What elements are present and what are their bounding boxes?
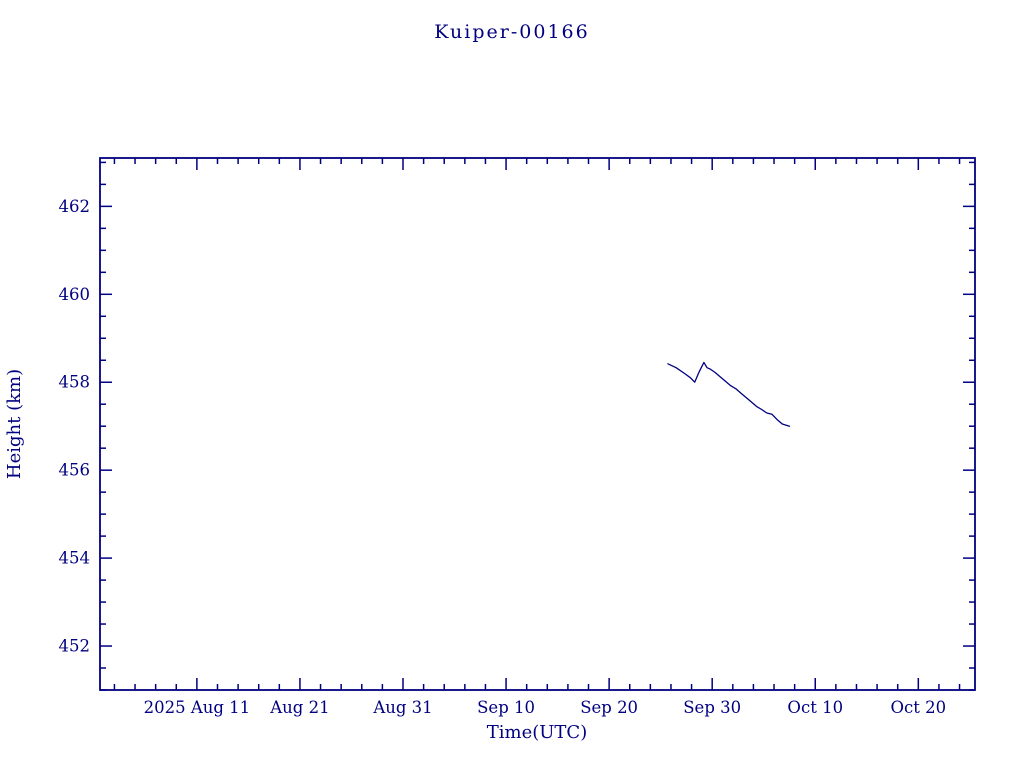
plot-border [99, 157, 976, 691]
height-series-line [667, 361, 791, 427]
y-tick-label: 462 [59, 197, 91, 216]
x-tick-label: Aug 21 [269, 698, 329, 717]
chart-title: Kuiper-00166 [434, 21, 589, 43]
x-tick-label: Sep 20 [580, 698, 638, 717]
y-tick-label: 456 [59, 461, 91, 480]
x-tick-label: Sep 10 [477, 698, 535, 717]
x-tick-label: 2025 Aug 11 [144, 698, 251, 717]
x-axis-title: Time(UTC) [487, 722, 587, 743]
x-tick-label: Oct 20 [890, 698, 946, 717]
data-series [667, 361, 791, 427]
y-tick-label: 458 [59, 373, 91, 392]
x-tick-label: Sep 30 [683, 698, 741, 717]
y-tick-label: 460 [59, 285, 91, 304]
axis-ticks [100, 158, 975, 691]
y-tick-label: 452 [59, 637, 91, 656]
y-tick-label: 454 [59, 549, 91, 568]
axis-tick-labels: 2025 Aug 11 Aug 21 Aug 31 Sep 10 Sep 20 Sep 3… [59, 197, 947, 717]
plot-frame [99, 157, 976, 691]
x-tick-label: Oct 10 [787, 698, 843, 717]
x-tick-label: Aug 31 [372, 698, 432, 717]
y-axis-title: Height (km) [4, 369, 25, 479]
